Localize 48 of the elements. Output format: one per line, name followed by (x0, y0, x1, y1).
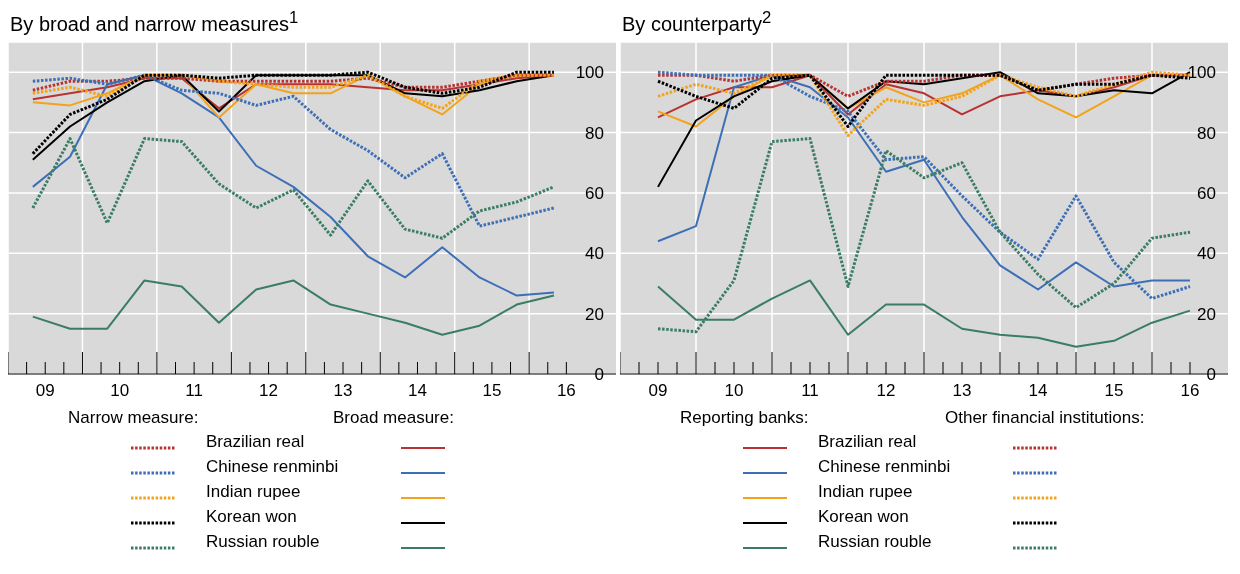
y-tick-label: 80 (585, 123, 604, 143)
x-tick-label: 10 (110, 381, 130, 400)
legend-label: Indian rupee (818, 482, 913, 502)
x-tick-label: 14 (1028, 381, 1048, 400)
x-tick-label: 12 (259, 381, 279, 400)
line-series (657, 71, 1191, 188)
y-tick-label: 60 (1197, 183, 1216, 203)
x-tick-label: 11 (185, 381, 203, 400)
y-tick-label: 60 (585, 183, 604, 203)
legend-label: Chinese renminbi (206, 457, 339, 477)
x-tick-label: 12 (876, 381, 896, 400)
chart-title: By broad and narrow measures$^{1}$ (9, 8, 300, 37)
text: Other financial institutions: (945, 408, 1145, 428)
legend-label: Chinese renminbi (818, 457, 951, 477)
text: Reporting banks: (680, 408, 809, 428)
legend-label: Korean won (818, 507, 909, 527)
chart-title: By counterparty$^{2}$ (621, 8, 773, 37)
legend-label: Russian rouble (818, 532, 932, 552)
line-series (31, 137, 556, 240)
legend-label: Russian rouble (206, 532, 320, 552)
legend-label: Indian rupee (206, 482, 301, 502)
x-tick-label: 16 (556, 381, 576, 400)
text: Broad measure: (333, 408, 454, 428)
legend-label: Brazilian real (206, 432, 305, 452)
x-tick-label: 11 (801, 381, 819, 400)
x-tick-label: 16 (1180, 381, 1200, 400)
x-tick-label: 14 (408, 381, 427, 400)
y-tick-label: 20 (585, 304, 604, 324)
y-tick-label: 20 (1197, 304, 1216, 324)
x-tick-label: 15 (482, 381, 502, 400)
y-tick-label: 0 (1206, 365, 1216, 385)
legend-label: Korean won (206, 507, 297, 527)
x-tick-label: 09 (35, 381, 55, 400)
x-tick-label: 13 (952, 381, 972, 400)
line-series (31, 279, 555, 336)
x-tick-label: 13 (333, 381, 353, 400)
y-tick-label: 80 (1197, 123, 1216, 143)
y-tick-label: 40 (1197, 244, 1216, 264)
x-tick-label: 15 (1104, 381, 1124, 400)
y-tick-label: 100 (575, 63, 604, 83)
y-tick-label: 0 (594, 365, 604, 385)
y-tick-label: 100 (1187, 63, 1216, 83)
text: Narrow measure: (68, 408, 199, 428)
x-tick-label: 09 (648, 381, 668, 400)
x-tick-label: 10 (724, 381, 744, 400)
legend-label: Brazilian real (818, 432, 917, 452)
y-tick-label: 40 (585, 244, 604, 264)
line-series (31, 74, 555, 297)
